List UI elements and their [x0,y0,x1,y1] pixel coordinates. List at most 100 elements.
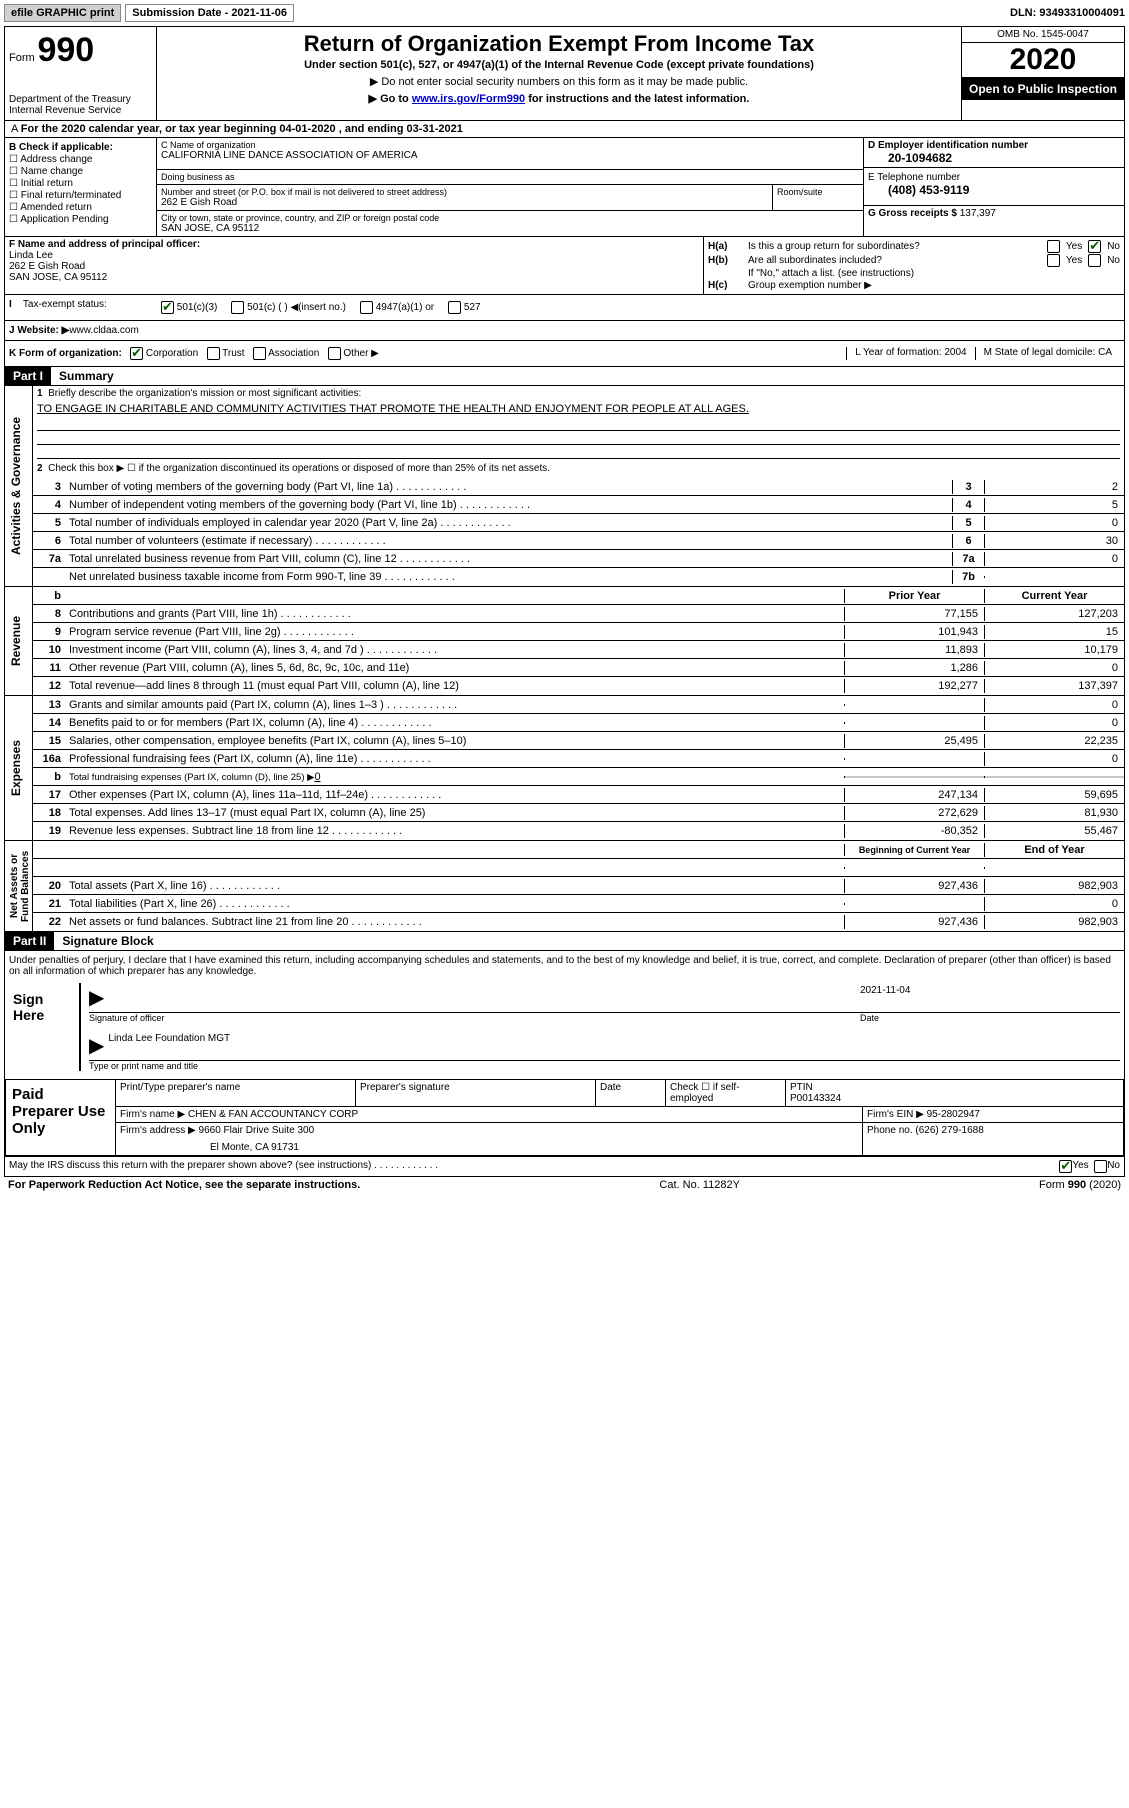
chk-trust[interactable] [207,347,220,360]
line2-text: Check this box ▶ ☐ if the organization d… [48,463,550,474]
ha-yes-label: Yes [1066,241,1082,252]
sig-name-label: Type or print name and title [89,1061,1120,1071]
dept-treasury: Department of the Treasury Internal Reve… [9,94,152,116]
ha-text: Is this a group return for subordinates? [748,241,1041,252]
line22-prior: 927,436 [844,915,984,929]
ha-no-checkbox[interactable] [1088,240,1101,253]
top-bar: efile GRAPHIC print Submission Date - 20… [4,4,1125,22]
chk-501c3[interactable] [161,301,174,314]
efile-button[interactable]: efile GRAPHIC print [4,4,121,22]
ein-label: D Employer identification number [868,140,1120,151]
form-header: Form 990 Department of the Treasury Inte… [5,27,1124,121]
col-d-e-g: D Employer identification number 20-1094… [864,138,1124,236]
line14-text: Benefits paid to or for members (Part IX… [65,716,844,730]
sig-printed-name: Linda Lee Foundation MGT [108,1033,230,1058]
chk-address-change[interactable]: ☐ Address change [9,154,152,165]
chk-assoc[interactable] [253,347,266,360]
netassets-section: Net Assets or Fund Balances Beginning of… [5,841,1124,931]
discuss-row: May the IRS discuss this return with the… [5,1156,1124,1176]
ha-no-label: No [1107,241,1120,252]
firm-phone: Phone no. (626) 279-1688 [863,1123,1123,1155]
pra-notice: For Paperwork Reduction Act Notice, see … [8,1179,360,1191]
part1-badge: Part I [5,367,51,385]
lbl-trust: Trust [222,348,244,359]
chk-initial-return[interactable]: ☐ Initial return [9,178,152,189]
hb-yes-checkbox[interactable] [1047,254,1060,267]
line1-text: Briefly describe the organization's miss… [48,388,361,399]
part2-badge: Part II [5,932,54,950]
line22-text: Net assets or fund balances. Subtract li… [65,915,844,929]
omb-number: OMB No. 1545-0047 [962,27,1124,43]
firm-name-row: Firm's name ▶ CHEN & FAN ACCOUNTANCY COR… [116,1107,863,1122]
firm-addr-row: Firm's address ▶ 9660 Flair Drive Suite … [116,1123,863,1155]
signature-section: Under penalties of perjury, I declare th… [5,951,1124,1075]
form-number: 990 [37,31,94,69]
subtitle-3: ▶ Go to www.irs.gov/Form990 for instruct… [165,92,953,105]
line17-prior: 247,134 [844,788,984,802]
line20-text: Total assets (Part X, line 16) [65,879,844,893]
line18-text: Total expenses. Add lines 13–17 (must eq… [65,806,844,820]
vlabel-netassets: Net Assets or Fund Balances [9,841,31,931]
chk-other[interactable] [328,347,341,360]
line7b-text: Net unrelated business taxable income fr… [65,570,952,584]
hdr-end: End of Year [984,843,1124,857]
chk-name-change[interactable]: ☐ Name change [9,166,152,177]
line13-text: Grants and similar amounts paid (Part IX… [65,698,844,712]
line20-curr: 982,903 [984,879,1124,893]
chk-4947[interactable] [360,301,373,314]
chk-501c[interactable] [231,301,244,314]
lbl-501c3: 501(c)(3) [177,302,218,313]
line9-text: Program service revenue (Part VIII, line… [65,625,844,639]
line20-prior: 927,436 [844,879,984,893]
line7a-text: Total unrelated business revenue from Pa… [65,552,952,566]
gross-label: G Gross receipts $ [868,208,957,219]
vlabel-expenses: Expenses [9,696,23,840]
form990-link[interactable]: www.irs.gov/Form990 [412,93,525,105]
discuss-yes-checkbox[interactable] [1059,1160,1072,1173]
col-h: H(a)Is this a group return for subordina… [704,237,1124,294]
lbl-527: 527 [464,302,481,313]
discuss-yes-label: Yes [1072,1160,1088,1173]
city-label: City or town, state or province, country… [161,213,859,223]
line19-prior: -80,352 [844,824,984,838]
chk-corp[interactable] [130,347,143,360]
line14-curr: 0 [984,716,1124,730]
gross-value: 137,397 [960,208,996,219]
page-footer: For Paperwork Reduction Act Notice, see … [4,1177,1125,1193]
discuss-no-checkbox[interactable] [1094,1160,1107,1173]
hb-no-checkbox[interactable] [1088,254,1101,267]
col-c-org-info: C Name of organization CALIFORNIA LINE D… [157,138,864,236]
line10-curr: 10,179 [984,643,1124,657]
line19-curr: 55,467 [984,824,1124,838]
tax-year: 2020 [962,43,1124,78]
line13-curr: 0 [984,698,1124,712]
ha-yes-checkbox[interactable] [1047,240,1060,253]
section-f-h: F Name and address of principal officer:… [5,236,1124,294]
chk-final-return[interactable]: ☐ Final return/terminated [9,190,152,201]
line8-text: Contributions and grants (Part VIII, lin… [65,607,844,621]
section-b-d: B Check if applicable: ☐ Address change … [5,138,1124,236]
line10-text: Investment income (Part VIII, column (A)… [65,643,844,657]
paid-preparer-label: Paid Preparer Use Only [6,1080,116,1155]
chk-amended[interactable]: ☐ Amended return [9,202,152,213]
line21-prior [844,903,984,905]
declaration-text: Under penalties of perjury, I declare th… [9,955,1120,977]
line14-prior [844,722,984,724]
hdr-prior: Prior Year [844,589,984,603]
chk-527[interactable] [448,301,461,314]
chk-pending[interactable]: ☐ Application Pending [9,214,152,225]
k-label: K Form of organization: [9,348,122,359]
col-b-stub: b [33,589,65,603]
goto-suffix: for instructions and the latest informat… [525,93,749,105]
form-990-page: efile GRAPHIC print Submission Date - 20… [0,0,1129,1197]
submission-date: Submission Date - 2021-11-06 [125,4,294,22]
form-label: Form [9,52,35,64]
line16b-text: Total fundraising expenses (Part IX, col… [65,770,844,784]
hb-no-label: No [1107,255,1120,266]
org-name: CALIFORNIA LINE DANCE ASSOCIATION OF AME… [161,150,859,161]
room-label: Room/suite [777,187,859,197]
line4-text: Number of independent voting members of … [65,498,952,512]
lbl-4947: 4947(a)(1) or [376,302,434,313]
line17-text: Other expenses (Part IX, column (A), lin… [65,788,844,802]
paid-preparer-section: Paid Preparer Use Only Print/Type prepar… [5,1079,1124,1156]
